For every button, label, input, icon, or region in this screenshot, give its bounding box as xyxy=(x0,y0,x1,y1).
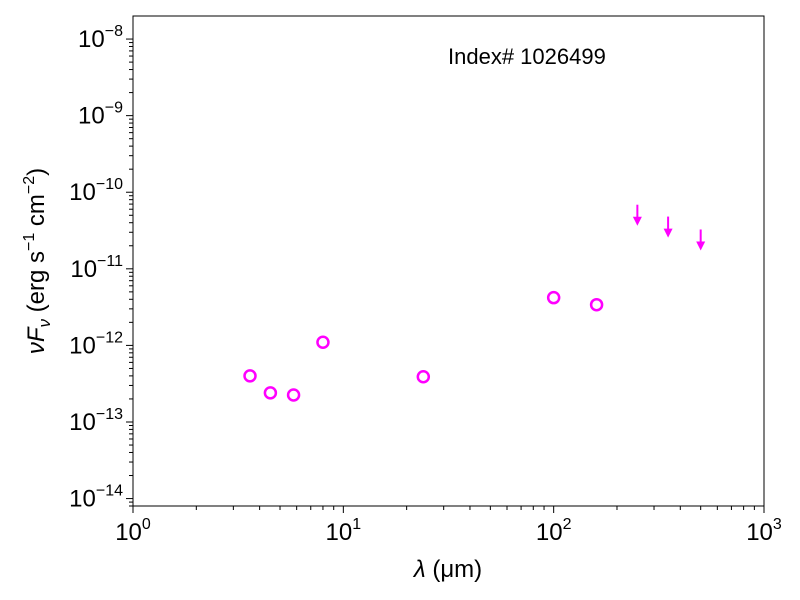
chart-annotation: Index# 1026499 xyxy=(448,44,606,69)
plot-frame xyxy=(132,15,765,507)
upper-limit-arrowhead xyxy=(696,241,706,251)
upper-limit-marker xyxy=(632,204,642,226)
x-tick-label: 100 xyxy=(115,516,151,546)
y-tick-label: 10−12 xyxy=(69,329,123,359)
upper-limit-marker xyxy=(663,216,673,238)
x-tick-label: 103 xyxy=(746,516,782,546)
data-point xyxy=(546,290,561,305)
data-point xyxy=(589,297,604,312)
upper-limit-marker xyxy=(696,229,706,251)
x-tick-label: 101 xyxy=(326,516,362,546)
y-tick-label: 10−11 xyxy=(70,253,123,283)
upper-limit-arrowhead xyxy=(632,216,642,226)
y-axis-title: νFν (erg s−1 cm−2) xyxy=(21,168,54,354)
y-tick-label: 10−8 xyxy=(78,23,123,53)
data-point xyxy=(286,388,301,402)
data-point xyxy=(243,369,257,383)
y-tick-label: 10−13 xyxy=(69,406,123,436)
data-point xyxy=(263,386,278,400)
x-axis-title: λ (μm) xyxy=(412,556,482,583)
y-tick-label: 10−14 xyxy=(69,483,123,513)
upper-limit-arrowhead xyxy=(663,228,673,238)
y-tick-label: 10−9 xyxy=(78,100,123,130)
x-tick-label: 102 xyxy=(536,516,572,546)
data-point xyxy=(316,335,330,349)
y-tick-label: 10−10 xyxy=(69,176,123,206)
data-point xyxy=(416,369,431,384)
